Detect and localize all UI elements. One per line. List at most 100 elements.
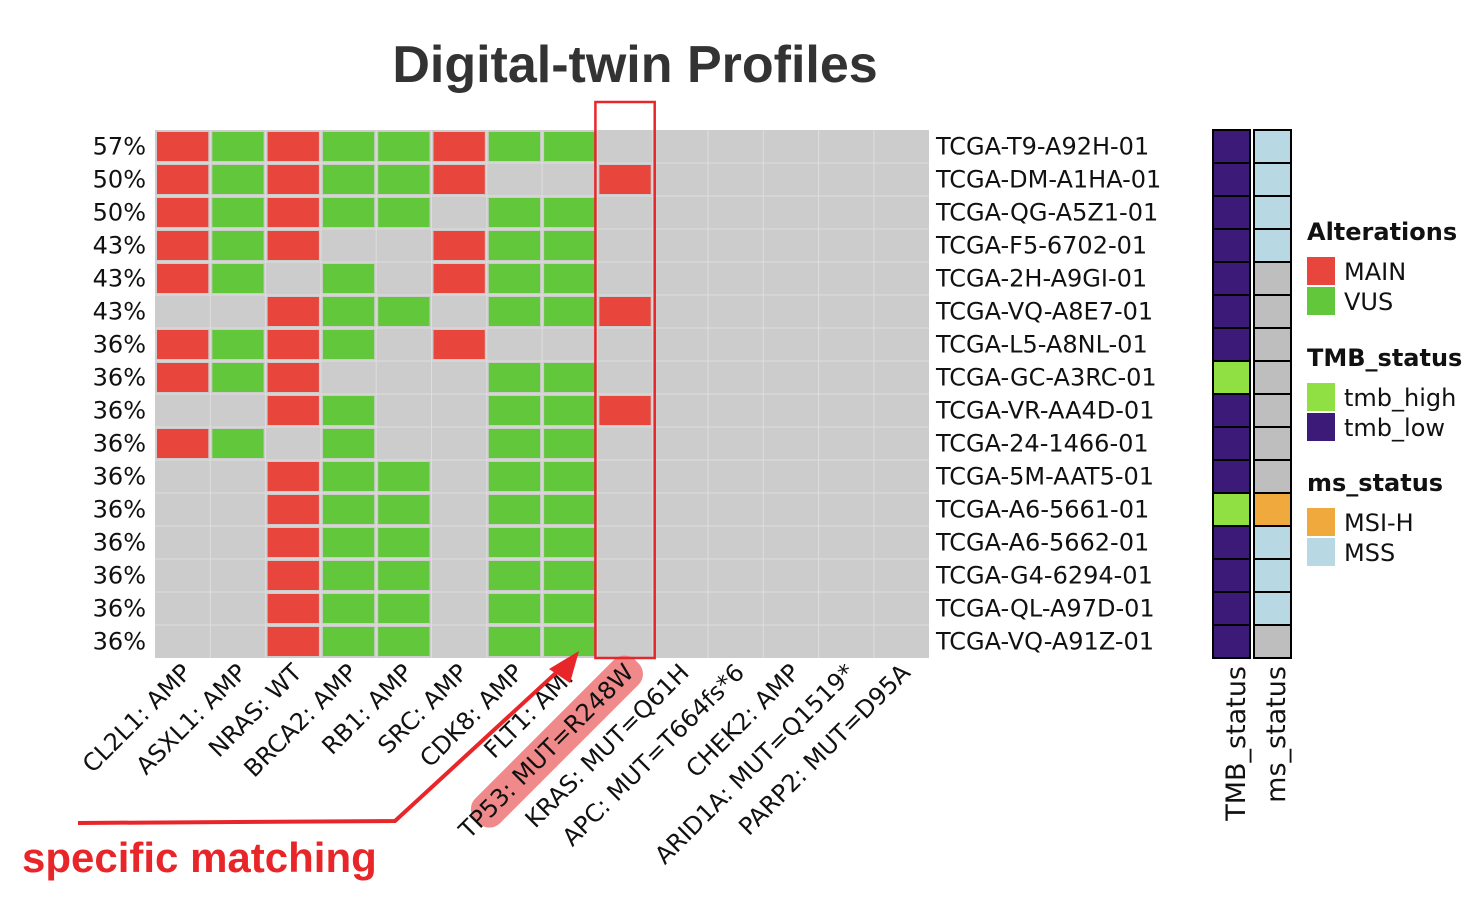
row-percentage: 50% (93, 166, 146, 194)
heatmap-cell (322, 495, 375, 524)
heatmap-cell (212, 363, 264, 392)
heatmap-cell (157, 198, 209, 227)
legend-swatch (1307, 413, 1335, 441)
row-percentage: 43% (93, 298, 146, 326)
heatmap-cell (433, 264, 485, 293)
ms-status-cell (1253, 558, 1292, 593)
tmb-status-cell (1212, 591, 1251, 626)
heatmap-cell (544, 462, 596, 491)
tmb-status-cell (1212, 525, 1251, 560)
heatmap-cell (599, 165, 651, 194)
heatmap-cell (378, 627, 430, 656)
tmb-status-cell (1212, 558, 1251, 593)
heatmap-cell (544, 429, 596, 458)
heatmap-cell (544, 264, 596, 293)
sample-label: TCGA-QG-A5Z1-01 (935, 199, 1158, 227)
ms-status-cell (1253, 327, 1292, 362)
sample-label: TCGA-G4-6294-01 (935, 562, 1153, 590)
heatmap-cell (322, 561, 375, 590)
heatmap-cell (433, 165, 485, 194)
heatmap-cell (157, 363, 209, 392)
heatmap-cell (322, 330, 375, 359)
row-percentages: 57% 50% 50% 43% 43% 43% 36% 36% 36% 36% 36% 36% 36% 3… (93, 133, 146, 656)
heatmap-cell (544, 297, 596, 326)
heatmap-cell (322, 429, 375, 458)
heatmap-cell (322, 132, 375, 161)
heatmap-cell (157, 330, 209, 359)
row-percentage: 36% (93, 430, 146, 458)
tmb-status-cell (1212, 228, 1251, 263)
heatmap-cell (212, 264, 264, 293)
tmb-status-cell (1212, 426, 1251, 461)
ms-status-cell (1253, 162, 1292, 197)
heatmap-cell (488, 561, 541, 590)
heatmap-cell (157, 165, 209, 194)
row-percentage: 36% (93, 628, 146, 656)
legend-swatch (1307, 257, 1335, 285)
heatmap-cell (488, 363, 541, 392)
heatmap-cell (488, 495, 541, 524)
ms-status-cell (1253, 624, 1292, 659)
row-percentage: 36% (93, 397, 146, 425)
heatmap-cell (322, 462, 375, 491)
ms-status-cell (1253, 294, 1292, 329)
tmb-status-cell (1212, 195, 1251, 230)
row-percentage: 36% (93, 595, 146, 623)
heatmap-cell (267, 594, 319, 623)
heatmap-cell (212, 330, 264, 359)
heatmap-cell (488, 198, 541, 227)
sample-label: TCGA-L5-A8NL-01 (935, 331, 1148, 359)
heatmap-cell (267, 330, 319, 359)
tmb-status-cell (1212, 459, 1251, 494)
heatmap-cell (267, 528, 319, 557)
heatmap-cell (322, 297, 375, 326)
callout-arrow-line (77, 658, 572, 825)
heatmap-cell (157, 429, 209, 458)
sample-label: TCGA-QL-A97D-01 (935, 595, 1155, 623)
ms-status-cell (1253, 525, 1292, 560)
heatmap-cell (378, 297, 430, 326)
heatmap-cell (322, 594, 375, 623)
annotation-column-labels: TMB_status ms_status (1221, 666, 1292, 822)
legend-title: TMB_status (1307, 344, 1462, 372)
heatmap-cell (488, 264, 541, 293)
heatmap-cell (599, 297, 651, 326)
tmb-status-cell (1212, 294, 1251, 329)
row-percentage: 57% (93, 133, 146, 161)
heatmap-cell (378, 495, 430, 524)
heatmap-cell (488, 231, 541, 260)
heatmap-cell (544, 528, 596, 557)
heatmap-cell (488, 594, 541, 623)
heatmap-cell (157, 231, 209, 260)
heatmap-cell (544, 627, 596, 656)
tmb-status-cell (1212, 261, 1251, 296)
heatmap-cells (155, 130, 930, 658)
heatmap-cell (544, 396, 596, 425)
heatmap-cell (267, 495, 319, 524)
legend-label: MSI-H (1344, 509, 1414, 537)
heatmap-cell (267, 561, 319, 590)
heatmap-cell (267, 363, 319, 392)
tmb-status-cell (1212, 327, 1251, 362)
sample-label: TCGA-A6-5662-01 (935, 529, 1149, 557)
sample-label: TCGA-T9-A92H-01 (935, 133, 1149, 161)
ms-status-cell (1253, 459, 1292, 494)
heatmap-cell (267, 231, 319, 260)
heatmap-cell (378, 198, 430, 227)
heatmap-cell (378, 462, 430, 491)
ms-status-cell (1253, 261, 1292, 296)
heatmap-cell (544, 132, 596, 161)
row-percentage: 36% (93, 463, 146, 491)
sample-label: TCGA-VQ-A8E7-01 (935, 298, 1153, 326)
heatmap-cell (378, 132, 430, 161)
callout-group: specific matching (22, 651, 579, 881)
tmb-status-cell (1212, 360, 1251, 395)
row-percentage: 36% (93, 562, 146, 590)
heatmap-cell (378, 561, 430, 590)
heatmap-cell (433, 132, 485, 161)
heatmap-cell (378, 594, 430, 623)
heatmap-cell (488, 429, 541, 458)
highlight-group (594, 100, 656, 660)
legend-swatch (1307, 383, 1335, 411)
row-percentage: 43% (93, 232, 146, 260)
